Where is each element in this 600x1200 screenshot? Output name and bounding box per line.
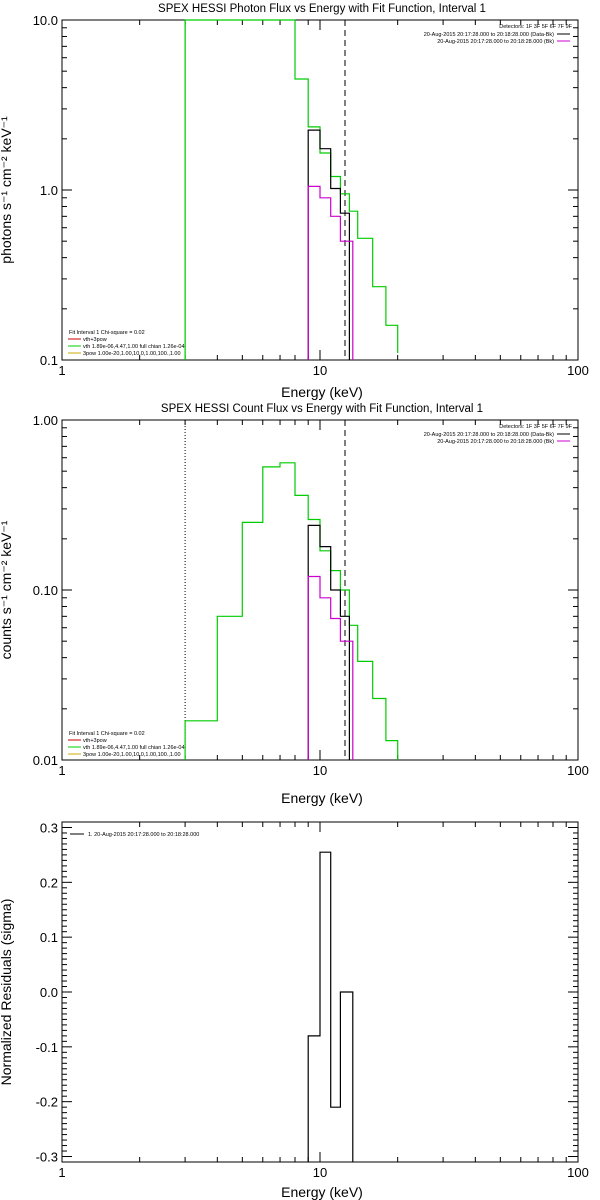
x-tick-label: 10 bbox=[313, 363, 327, 378]
y-tick-label: -0.2 bbox=[36, 1095, 58, 1110]
x-tick-label: 10 bbox=[313, 763, 327, 778]
x-tick-label: 1 bbox=[58, 363, 65, 378]
x-tick-label: 1 bbox=[58, 763, 65, 778]
photon-flux-ylabel: photons s⁻¹ cm⁻² keV⁻¹ bbox=[0, 116, 14, 264]
photon-flux-fit-legend: vth+3pow vth 1.89e-06,4.47,1.00 full chi… bbox=[68, 337, 185, 357]
y-tick-label: 0.3 bbox=[40, 820, 58, 835]
photon-flux-title: SPEX HESSI Photon Flux vs Energy with Fi… bbox=[158, 3, 486, 15]
count-flux-legend-bk: 20-Aug-2015 20:17:28.000 to 20:18:28.000… bbox=[437, 439, 554, 445]
y-tick-label: -0.3 bbox=[36, 1150, 58, 1165]
count-flux-series bbox=[184, 462, 399, 760]
photon-flux-series bbox=[184, 19, 399, 360]
count-flux-panel: SPEX HESSI Count Flux vs Energy with Fit… bbox=[0, 403, 589, 806]
count-flux-fit-legend-entry: vth 1.89e-06,4.47,1.00 full chian 1.26e-… bbox=[83, 745, 185, 751]
photon-flux-legend-bk: 20-Aug-2015 20:17:28.000 to 20:18:28.000… bbox=[437, 39, 554, 45]
y-tick-label: 10.0 bbox=[33, 13, 58, 28]
y-tick-label: 0.01 bbox=[33, 753, 58, 768]
residuals-legend: 1. 20-Aug-2015 20:17:28.000 to 20:18:28.… bbox=[70, 832, 199, 838]
y-tick-label: 0.1 bbox=[40, 353, 58, 368]
x-tick-label: 100 bbox=[567, 1165, 589, 1180]
photon-flux-xlabel: Energy (keV) bbox=[281, 384, 363, 400]
x-tick-label: 100 bbox=[567, 363, 589, 378]
photon-flux-legend-data-bk: 20-Aug-2015 20:17:28.000 to 20:18:28.000… bbox=[424, 32, 554, 38]
count-flux-legend-data-bk: 20-Aug-2015 20:17:28.000 to 20:18:28.000… bbox=[424, 432, 554, 438]
x-tick-label: 10 bbox=[313, 1165, 327, 1180]
photon-flux-fit-legend-entry: vth 1.89e-06,4.47,1.00 full chian 1.26e-… bbox=[83, 344, 185, 350]
count-flux-legend: 20-Aug-2015 20:17:28.000 to 20:18:28.000… bbox=[424, 432, 570, 445]
y-tick-label: 1.00 bbox=[33, 413, 58, 428]
y-tick-label: 1.0 bbox=[40, 183, 58, 198]
histogram-series-line bbox=[307, 185, 354, 360]
histogram-series-line bbox=[307, 575, 354, 760]
histogram-series-line bbox=[307, 851, 354, 1162]
y-tick-label: -0.1 bbox=[36, 1040, 58, 1055]
y-tick-label: 0.0 bbox=[40, 985, 58, 1000]
residuals-series bbox=[307, 851, 354, 1162]
residuals-ylabel: Normalized Residuals (sigma) bbox=[0, 899, 14, 1086]
count-flux-fit-legend-entry: 3pow 1.00e-20,1.00,10.0,1.00,100.,1.00 bbox=[83, 752, 181, 758]
x-tick-label: 100 bbox=[567, 763, 589, 778]
count-flux-xlabel: Energy (keV) bbox=[281, 790, 363, 806]
residuals-ticks: 1 10 100 -0.3 -0.2 -0.1 0.0 0.1 0.2 0.3 bbox=[36, 820, 589, 1180]
y-tick-label: 0.10 bbox=[33, 583, 58, 598]
residuals-xlabel: Energy (keV) bbox=[281, 1184, 363, 1200]
histogram-series-line bbox=[307, 129, 350, 360]
x-tick-label: 1 bbox=[58, 1165, 65, 1180]
count-flux-fit-legend-entry: vth+3pow bbox=[83, 738, 107, 744]
photon-flux-fit-header: Fit Interval 1 Chi-square = 0.02 bbox=[69, 330, 145, 336]
photon-flux-fit-legend-entry: 3pow 1.00e-20,1.00,10.0,1.00,100.,1.00 bbox=[83, 351, 181, 357]
photon-flux-ticks: 1 10 100 0.1 1.0 10.0 bbox=[33, 13, 589, 378]
photon-flux-fit-legend-entry: vth+3pow bbox=[83, 337, 107, 343]
count-flux-fit-header: Fit Interval 1 Chi-square = 0.02 bbox=[69, 731, 145, 737]
y-tick-label: 0.1 bbox=[40, 930, 58, 945]
photon-flux-panel: SPEX HESSI Photon Flux vs Energy with Fi… bbox=[0, 3, 589, 400]
photon-flux-legend: 20-Aug-2015 20:17:28.000 to 20:18:28.000… bbox=[424, 32, 570, 45]
count-flux-detectors-label: Detectors: 1F 3F 5F 6F 7F 9F bbox=[499, 424, 572, 430]
residuals-legend-entry: 1. 20-Aug-2015 20:17:28.000 to 20:18:28.… bbox=[88, 832, 199, 838]
count-flux-fit-legend: vth+3pow vth 1.89e-06,4.47,1.00 full chi… bbox=[68, 738, 185, 758]
histogram-series-line bbox=[307, 524, 350, 760]
photon-flux-detectors-label: Detectors: 1F 3F 5F 6F 7F 9F bbox=[499, 24, 572, 30]
y-tick-label: 0.2 bbox=[40, 875, 58, 890]
count-flux-title: SPEX HESSI Count Flux vs Energy with Fit… bbox=[161, 403, 483, 415]
residuals-panel: 1 10 100 -0.3 -0.2 -0.1 0.0 0.1 0.2 0.3 Energy (k… bbox=[0, 820, 589, 1200]
count-flux-ylabel: counts s⁻¹ cm⁻² keV⁻¹ bbox=[0, 520, 14, 659]
